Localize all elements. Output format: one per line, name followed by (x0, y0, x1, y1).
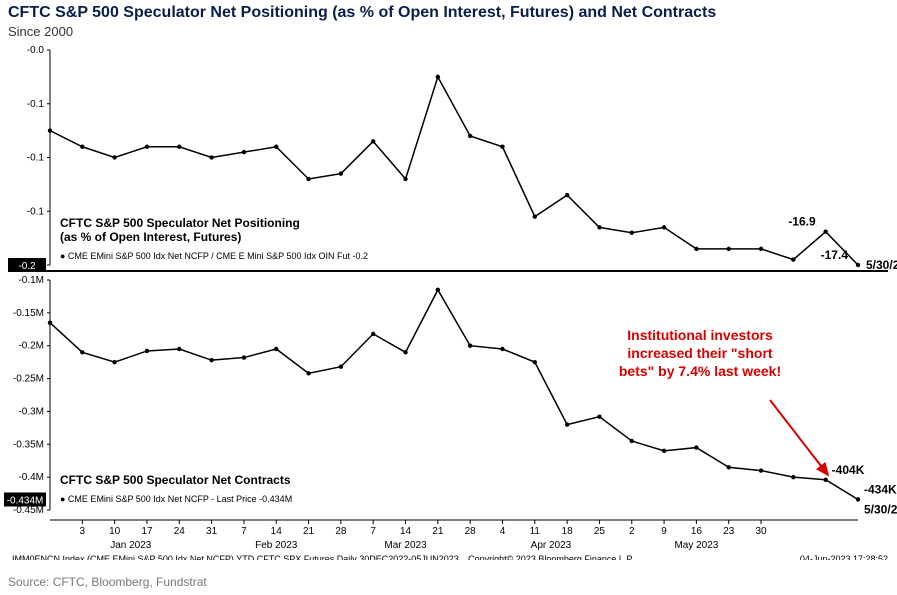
svg-text:(as % of Open Interest, Future: (as % of Open Interest, Futures) (60, 230, 241, 244)
svg-text:11: 11 (530, 526, 541, 537)
svg-text:16: 16 (691, 526, 703, 537)
svg-text:18: 18 (562, 526, 574, 537)
chart-container: CFTC S&P 500 Speculator Net Positioning … (0, 0, 897, 595)
svg-text:3: 3 (80, 526, 86, 537)
svg-text:Feb 2023: Feb 2023 (255, 540, 298, 551)
svg-text:28: 28 (465, 526, 477, 537)
svg-text:5/30/2023: 5/30/2023 (866, 258, 897, 272)
svg-text:Mar 2023: Mar 2023 (384, 540, 427, 551)
svg-text:● CME EMini S&P 500 Idx Net NC: ● CME EMini S&P 500 Idx Net NCFP / CME E… (60, 251, 368, 261)
svg-text:25: 25 (594, 526, 606, 537)
svg-text:-0.2M: -0.2M (18, 341, 44, 352)
svg-text:5/30/2023: 5/30/2023 (864, 502, 897, 516)
svg-text:24: 24 (174, 526, 186, 537)
svg-text:23: 23 (723, 526, 735, 537)
svg-text:14: 14 (400, 526, 412, 537)
svg-text:-0.35M: -0.35M (13, 439, 44, 450)
svg-text:Apr 2023: Apr 2023 (531, 540, 572, 551)
svg-text:31: 31 (206, 526, 218, 537)
svg-text:increased their "short: increased their "short (627, 345, 772, 361)
svg-text:21: 21 (303, 526, 315, 537)
svg-text:10: 10 (109, 526, 121, 537)
svg-text:-0.434M: -0.434M (7, 495, 44, 506)
svg-text:IMM0ENCN Index (CME EMini S&P: IMM0ENCN Index (CME EMini S&P 500 Idx Ne… (12, 554, 459, 560)
svg-text:CFTC S&P 500 Speculator Net Po: CFTC S&P 500 Speculator Net Positioning (60, 216, 300, 230)
svg-text:30: 30 (755, 526, 767, 537)
svg-text:-0.25M: -0.25M (13, 374, 44, 385)
svg-text:Jan 2023: Jan 2023 (110, 540, 152, 551)
svg-text:● CME EMini S&P 500 Idx Net NC: ● CME EMini S&P 500 Idx Net NCFP - Last … (60, 494, 292, 504)
svg-text:-0.15M: -0.15M (13, 308, 44, 319)
svg-text:bets" by 7.4% last week!: bets" by 7.4% last week! (619, 363, 781, 379)
svg-text:CFTC S&P 500 Speculator Net Co: CFTC S&P 500 Speculator Net Contracts (60, 473, 291, 487)
chart-svg: -0.0-0.1-0.1-0.1-0.2-0.2CFTC S&P 500 Spe… (0, 40, 897, 560)
svg-text:-0.45M: -0.45M (13, 505, 44, 516)
svg-text:21: 21 (432, 526, 444, 537)
svg-text:-0.3M: -0.3M (18, 406, 44, 417)
chart-subtitle: Since 2000 (8, 24, 73, 39)
svg-text:4: 4 (500, 526, 506, 537)
svg-text:-0.0: -0.0 (27, 45, 45, 56)
svg-text:-16.9: -16.9 (788, 215, 816, 229)
svg-text:9: 9 (661, 526, 667, 537)
source-line: Source: CFTC, Bloomberg, Fundstrat (8, 575, 207, 589)
svg-text:Copyright© 2023 Bloomberg Fina: Copyright© 2023 Bloomberg Finance L.P. (468, 554, 634, 560)
svg-text:2: 2 (629, 526, 635, 537)
svg-text:7: 7 (370, 526, 376, 537)
chart-title: CFTC S&P 500 Speculator Net Positioning … (8, 4, 716, 22)
svg-text:-0.1: -0.1 (27, 206, 45, 217)
svg-text:14: 14 (271, 526, 283, 537)
svg-text:-404K: -404K (832, 463, 865, 477)
svg-text:-0.1: -0.1 (27, 153, 45, 164)
svg-text:-0.1M: -0.1M (18, 275, 44, 286)
svg-text:17: 17 (141, 526, 153, 537)
svg-text:28: 28 (335, 526, 347, 537)
svg-text:-0.4M: -0.4M (18, 472, 44, 483)
svg-text:-0.1: -0.1 (27, 99, 45, 110)
svg-text:04-Jun-2023 17:28:52: 04-Jun-2023 17:28:52 (800, 554, 888, 560)
svg-text:May 2023: May 2023 (674, 540, 718, 551)
svg-text:-434K: -434K (864, 482, 897, 496)
svg-text:Institutional investors: Institutional investors (627, 327, 773, 343)
svg-text:-17.4: -17.4 (821, 248, 849, 262)
svg-text:7: 7 (241, 526, 247, 537)
